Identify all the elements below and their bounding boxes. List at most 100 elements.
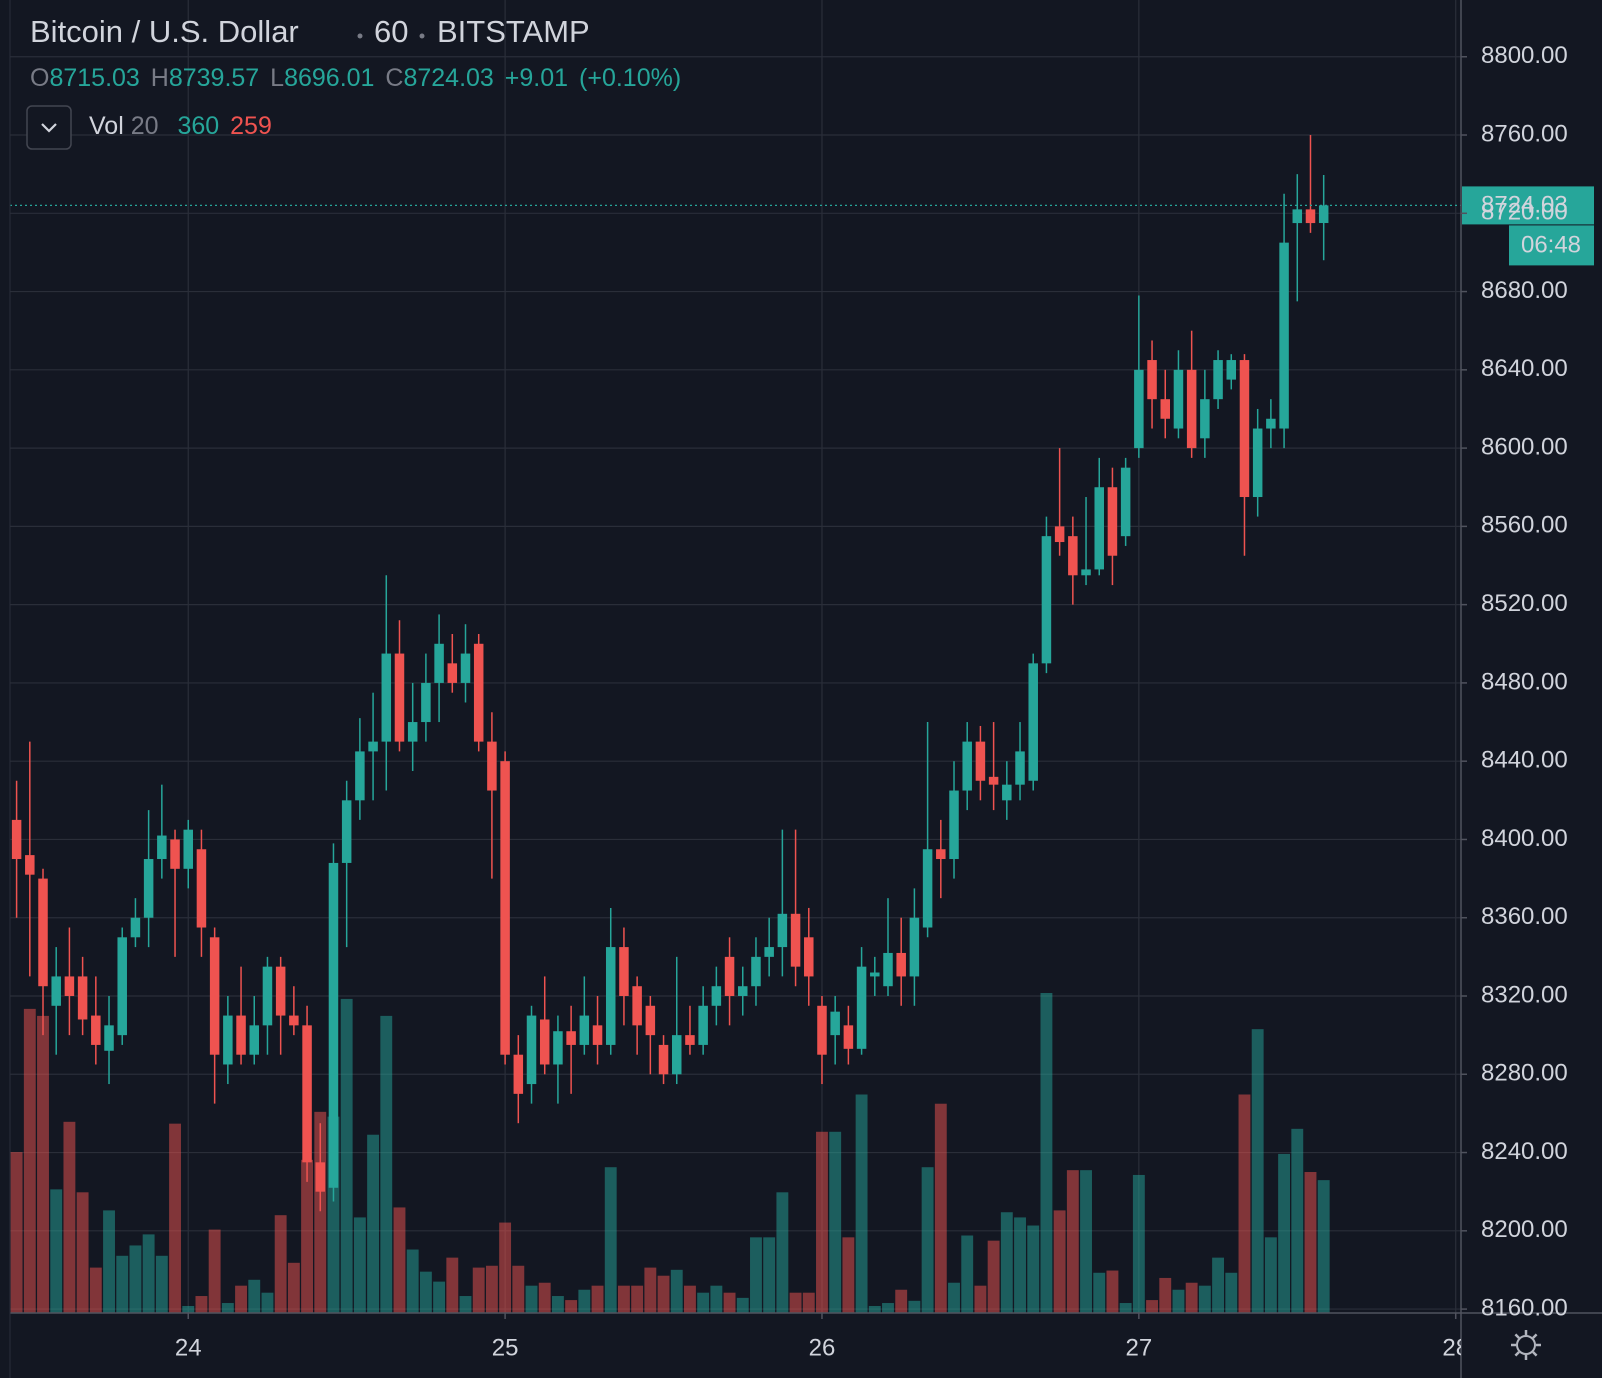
- candle-body: [539, 1019, 550, 1065]
- change-percent: (+0.10%): [579, 64, 681, 92]
- candle-body: [196, 849, 207, 928]
- legend-toggle[interactable]: [26, 105, 72, 150]
- volume-bar: [129, 1245, 142, 1313]
- volume-bar: [578, 1289, 591, 1313]
- ohlc-key: H: [151, 64, 169, 92]
- candle-body: [328, 862, 339, 1188]
- candle-body: [1186, 369, 1197, 449]
- ohlc-key: C: [385, 64, 403, 92]
- candle-body: [553, 1031, 563, 1065]
- candle-body: [724, 956, 735, 997]
- volume-bar: [63, 1121, 76, 1313]
- volume-bar: [1146, 1300, 1158, 1313]
- toggle-button[interactable]: [26, 105, 72, 150]
- candle-body: [1266, 418, 1276, 429]
- y-tick-label: 8200.00: [1481, 1216, 1568, 1243]
- volume-bar: [23, 1008, 36, 1313]
- candle-body: [394, 653, 405, 742]
- candle-body: [236, 1015, 246, 1055]
- candle-body: [1279, 242, 1289, 429]
- candle-body: [1134, 369, 1144, 449]
- countdown-box: [1509, 225, 1594, 266]
- volume-pane: [10, 993, 1330, 1313]
- volume-bar: [1264, 1237, 1277, 1313]
- settings-icon[interactable]: [1511, 1330, 1541, 1360]
- ohlc-key: O: [30, 64, 49, 92]
- volume-bar: [842, 1237, 855, 1313]
- candle-body: [183, 829, 193, 869]
- y-tick-label: 8360.00: [1481, 903, 1568, 930]
- volume-bar: [103, 1210, 115, 1313]
- candle-body: [104, 1025, 114, 1051]
- volume-bar: [974, 1285, 987, 1313]
- candle-body: [1094, 487, 1104, 570]
- candle-body: [843, 1025, 854, 1049]
- volume-label: Vol: [89, 112, 124, 140]
- volume-ma-value: 259: [230, 112, 272, 140]
- candle-body: [1041, 536, 1052, 664]
- y-tick-label: 8480.00: [1481, 668, 1568, 695]
- candle-body: [909, 917, 920, 977]
- candle-body: [632, 986, 642, 1026]
- candle-body: [922, 849, 933, 928]
- volume-bar: [961, 1235, 974, 1313]
- separator: [357, 33, 363, 39]
- volume-bar: [882, 1303, 894, 1313]
- volume-bar: [340, 998, 353, 1313]
- candle-body: [751, 956, 761, 987]
- candle-body: [1213, 360, 1223, 400]
- gear-ring: [1516, 1335, 1536, 1355]
- candle-body: [658, 1044, 669, 1075]
- ohlc-key: L: [270, 64, 284, 92]
- volume-bar: [248, 1279, 261, 1313]
- volume-bar: [697, 1292, 710, 1313]
- candle-body: [223, 1015, 233, 1065]
- volume-bar: [1132, 1174, 1145, 1313]
- candle-body: [1028, 663, 1038, 781]
- volume-bar: [816, 1131, 828, 1313]
- volume-bar: [934, 1103, 947, 1313]
- volume-bar: [1000, 1212, 1013, 1313]
- volume-bar: [1040, 993, 1053, 1313]
- volume-bar: [287, 1262, 300, 1313]
- volume-bar: [802, 1292, 815, 1313]
- volume-bar: [367, 1134, 380, 1313]
- volume-bar: [182, 1305, 195, 1313]
- y-tick-label: 8720.00: [1481, 199, 1568, 226]
- volume-bar: [1225, 1272, 1238, 1313]
- volume-bar: [789, 1292, 802, 1313]
- volume-bar: [419, 1271, 432, 1313]
- volume-bar: [221, 1303, 234, 1313]
- candle-body: [988, 776, 999, 785]
- candle-body: [64, 976, 75, 997]
- x-tick-label: 25: [492, 1334, 519, 1361]
- candle-body: [91, 1015, 101, 1045]
- candle-body: [289, 1015, 299, 1026]
- volume-bar: [10, 1152, 23, 1313]
- candle-body: [341, 800, 352, 863]
- volume-bar: [433, 1281, 446, 1313]
- countdown-label: 06:48: [1521, 232, 1581, 259]
- volume-bar: [1080, 1170, 1092, 1313]
- volume-bar: [525, 1285, 538, 1313]
- volume-bar: [380, 1015, 393, 1313]
- ohlc-value: 8739.57: [169, 64, 259, 92]
- volume-bar: [565, 1300, 578, 1313]
- volume-bar: [1317, 1180, 1330, 1313]
- candle-body: [777, 913, 788, 948]
- volume-bar: [472, 1267, 485, 1313]
- volume-bar: [1066, 1170, 1079, 1313]
- symbol-title: Bitcoin / U.S. Dollar: [30, 14, 299, 49]
- candle-body: [500, 761, 510, 1055]
- y-axis: 8160.00 8200.00 8240.00 8280.00 8320.00 8360.…: [1461, 42, 1568, 1321]
- candle-body: [1147, 360, 1157, 400]
- candle-body: [1160, 399, 1171, 419]
- volume-bar: [750, 1237, 762, 1313]
- candle-body: [645, 1005, 656, 1036]
- candle-body: [209, 937, 220, 1055]
- candle-body: [315, 1162, 326, 1192]
- volume-bar: [1053, 1210, 1066, 1313]
- y-tick-label: 8680.00: [1481, 277, 1568, 304]
- volume-bar: [1119, 1303, 1132, 1313]
